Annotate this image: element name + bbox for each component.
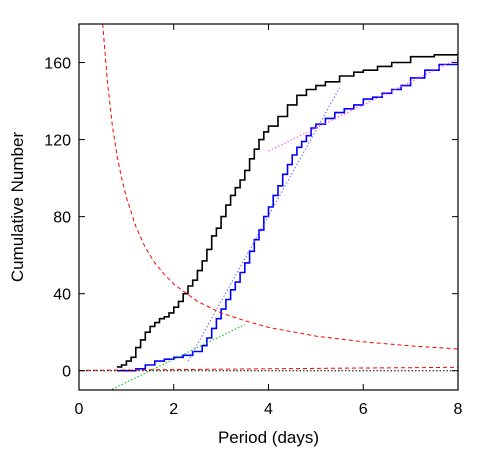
y-tick-label: 120 [44,133,71,150]
series-line-3 [79,366,458,371]
series-line-1 [116,56,458,372]
series-line-0 [116,52,458,368]
y-tick-label: 80 [53,210,71,227]
series-line-6 [268,58,458,152]
y-axis-label: Cumulative Number [8,132,27,283]
x-axis-label: Period (days) [218,428,319,447]
x-tick-label: 4 [264,401,273,418]
y-tick-label: 40 [53,287,71,304]
y-tick-label: 0 [62,364,71,381]
x-tick-label: 0 [75,401,84,418]
x-tick-label: 8 [454,401,463,418]
series-line-2 [102,24,458,350]
y-tick-label: 160 [44,56,71,73]
series-layer [79,24,458,390]
x-tick-label: 2 [169,401,178,418]
x-tick-label: 6 [359,401,368,418]
